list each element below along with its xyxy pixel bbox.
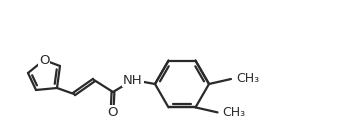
Text: O: O: [107, 106, 117, 118]
Text: CH₃: CH₃: [236, 72, 259, 86]
Text: O: O: [39, 53, 49, 67]
Text: CH₃: CH₃: [222, 106, 246, 119]
Text: NH: NH: [123, 73, 143, 86]
